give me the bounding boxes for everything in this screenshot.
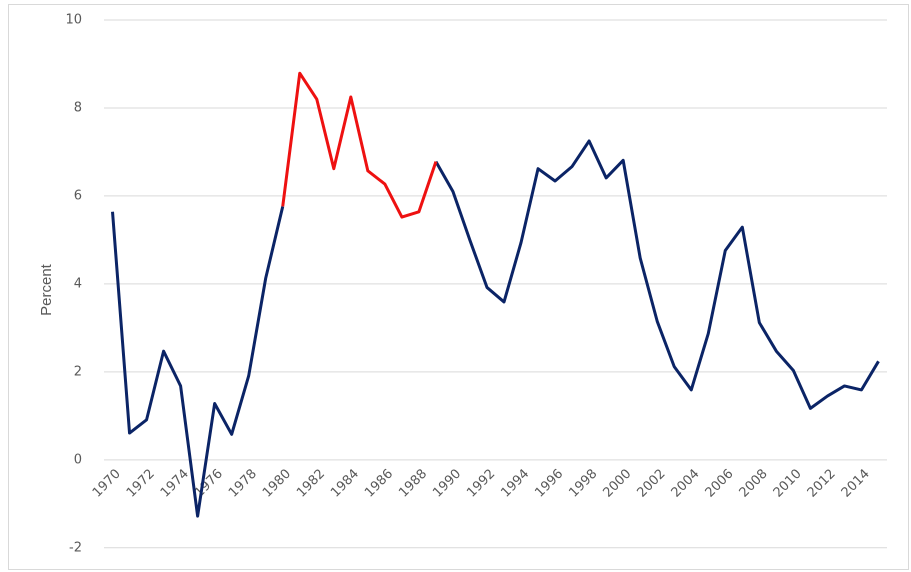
y-tick-label: 8 [74,100,82,115]
y-tick-label: 6 [74,188,82,203]
line [111,139,880,518]
y-tick-label: 4 [74,276,82,291]
y-tick-label: -2 [69,540,82,555]
y-axis-label: Percent [38,263,55,316]
chart-frame [8,4,909,570]
y-tick-label: 0 [74,452,82,467]
line [281,71,438,219]
y-tick-label: 10 [65,13,82,28]
y-tick-label: 2 [74,364,82,379]
